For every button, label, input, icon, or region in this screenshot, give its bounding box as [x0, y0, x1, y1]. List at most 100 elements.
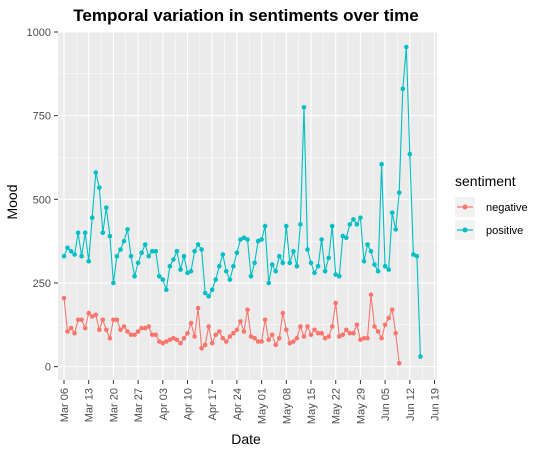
x-tick-label: Mar 13	[84, 388, 96, 422]
data-point-negative	[61, 295, 67, 301]
data-point-positive	[344, 235, 349, 241]
data-point-positive	[135, 260, 141, 266]
data-point-negative	[273, 342, 279, 348]
data-point-positive	[128, 253, 134, 259]
data-point-negative	[312, 327, 317, 333]
y-tick-label: 0	[45, 362, 51, 374]
data-point-positive	[382, 263, 388, 269]
data-point-negative	[160, 340, 166, 346]
x-tick-label: May 01	[257, 388, 269, 424]
data-point-positive	[298, 222, 303, 227]
series-layer	[61, 44, 423, 366]
x-tick-label: May 29	[355, 388, 367, 424]
data-point-positive	[121, 238, 127, 244]
data-point-negative	[298, 324, 303, 329]
data-point-positive	[308, 260, 314, 266]
data-point-positive	[202, 290, 208, 296]
data-point-positive	[287, 260, 293, 266]
data-point-negative	[227, 334, 233, 339]
data-point-negative	[178, 340, 183, 346]
y-tick-label: 750	[33, 111, 51, 123]
chart-title: Temporal variation in sentiments over ti…	[73, 6, 418, 25]
data-point-negative	[396, 361, 402, 366]
axis-layer: 0 250 500 750 1000 Mar 06 Mar 13 Mar 20 Mar 27 Ap…	[27, 27, 442, 424]
data-point-positive	[404, 44, 409, 50]
data-point-positive	[337, 274, 342, 279]
data-point-positive	[386, 267, 392, 272]
data-point-negative	[379, 335, 384, 341]
data-point-negative	[153, 332, 158, 338]
x-tick-label: May 22	[331, 388, 343, 424]
data-point-positive	[142, 242, 148, 247]
legend-title: sentiment	[455, 173, 516, 189]
data-point-positive	[280, 260, 286, 266]
data-point-negative	[344, 327, 349, 333]
data-point-positive	[199, 247, 204, 252]
data-point-negative	[174, 337, 180, 343]
data-point-negative	[220, 335, 226, 341]
data-point-positive	[97, 185, 102, 190]
data-point-positive	[351, 217, 356, 222]
data-point-positive	[248, 274, 254, 279]
data-point-positive	[259, 237, 264, 242]
data-point-negative	[358, 337, 363, 343]
data-point-negative	[86, 310, 91, 316]
data-point-positive	[365, 242, 370, 247]
data-point-negative	[97, 327, 102, 333]
data-point-negative	[199, 345, 204, 351]
data-point-positive	[375, 269, 381, 274]
data-point-positive	[164, 287, 169, 293]
legend-key-point	[462, 204, 468, 210]
data-point-positive	[322, 269, 328, 274]
data-point-positive	[149, 248, 155, 254]
data-point-positive	[319, 237, 324, 242]
data-point-negative	[188, 320, 194, 326]
data-point-negative	[333, 300, 339, 306]
data-point-negative	[277, 335, 282, 341]
data-point-positive	[139, 250, 144, 256]
data-point-positive	[396, 190, 402, 195]
data-point-positive	[291, 248, 296, 254]
data-point-negative	[291, 339, 296, 344]
data-point-negative	[107, 335, 113, 341]
data-point-positive	[393, 227, 399, 232]
data-point-positive	[100, 230, 106, 236]
data-point-negative	[217, 329, 222, 334]
data-point-positive	[107, 233, 113, 239]
data-point-negative	[319, 330, 324, 336]
data-point-positive	[157, 274, 162, 279]
data-point-positive	[238, 237, 243, 242]
data-point-positive	[305, 247, 310, 252]
data-point-negative	[231, 330, 236, 336]
data-point-positive	[86, 258, 91, 264]
data-point-negative	[340, 332, 346, 338]
data-point-negative	[157, 339, 162, 344]
data-point-negative	[192, 334, 197, 339]
data-point-positive	[72, 252, 77, 257]
data-point-negative	[146, 324, 151, 329]
data-point-positive	[273, 269, 279, 274]
data-point-negative	[305, 324, 310, 329]
data-point-positive	[294, 263, 300, 269]
data-point-negative	[104, 327, 109, 333]
data-point-positive	[125, 227, 130, 232]
data-point-negative	[89, 314, 95, 319]
data-point-positive	[245, 237, 250, 242]
data-point-positive	[262, 223, 268, 229]
data-point-positive	[315, 263, 321, 269]
data-point-positive	[61, 253, 67, 259]
data-point-positive	[217, 263, 222, 269]
x-tick-label: May 15	[306, 388, 318, 424]
data-point-negative	[100, 317, 106, 323]
x-tick-label: Jun 12	[405, 388, 417, 421]
data-point-negative	[354, 322, 360, 328]
series-negative	[61, 292, 402, 366]
data-point-positive	[82, 230, 88, 236]
data-point-positive	[400, 86, 406, 92]
data-point-negative	[375, 329, 381, 334]
data-point-positive	[407, 151, 413, 157]
data-point-negative	[65, 329, 70, 334]
data-point-negative	[326, 334, 332, 339]
data-point-positive	[414, 253, 420, 259]
